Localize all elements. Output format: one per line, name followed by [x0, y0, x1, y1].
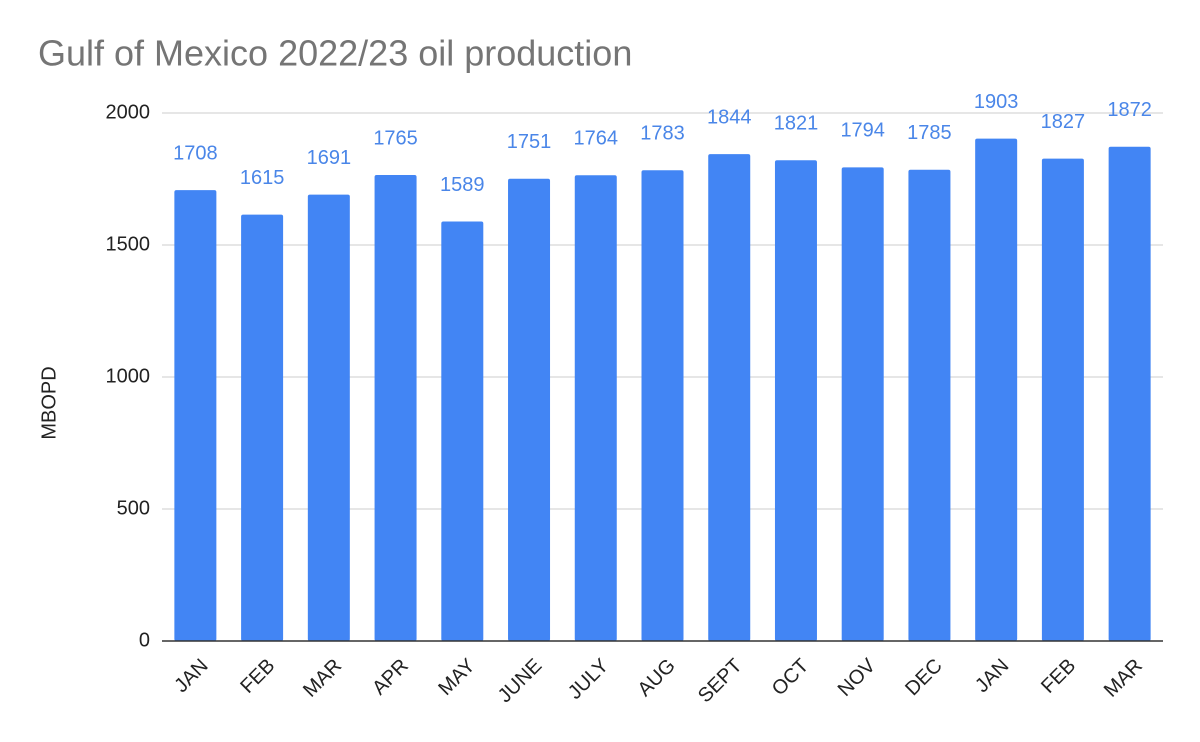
- x-tick-label: DEC: [901, 655, 946, 700]
- value-label: 1691: [307, 147, 352, 169]
- bar: [774, 160, 817, 642]
- bar: [508, 178, 551, 641]
- bar: [307, 194, 350, 642]
- x-tick-label: SEPT: [694, 655, 747, 708]
- bar: [241, 214, 284, 641]
- value-label: 1751: [507, 131, 552, 153]
- bar: [708, 154, 751, 641]
- x-tick-label: NOV: [834, 654, 881, 701]
- bar: [174, 190, 217, 641]
- bar: [841, 167, 884, 641]
- y-tick-label: 0: [139, 629, 150, 651]
- bar: [574, 175, 617, 641]
- x-tick-label: JUNE: [494, 655, 546, 707]
- value-label: 1765: [373, 127, 418, 149]
- x-tick-label: FEB: [1037, 655, 1080, 698]
- x-tick-label: MAY: [434, 655, 479, 700]
- value-label: 1764: [574, 128, 619, 150]
- x-tick-label: MAR: [1100, 655, 1147, 702]
- value-label: 1827: [1041, 111, 1086, 133]
- value-label: 1903: [974, 91, 1019, 113]
- value-label: 1821: [774, 113, 819, 135]
- value-label: 1844: [707, 106, 752, 128]
- bar: [908, 169, 951, 641]
- chart-title: Gulf of Mexico 2022/23 oil production: [38, 33, 632, 74]
- bar: [641, 170, 684, 641]
- x-tick-label: FEB: [236, 655, 279, 698]
- bar: [374, 175, 417, 642]
- y-axis-label: MBOPD: [38, 366, 60, 439]
- y-tick-label: 1500: [106, 233, 151, 255]
- y-tick-label: 2000: [106, 101, 151, 123]
- value-label: 1615: [240, 167, 285, 189]
- value-label: 1794: [840, 120, 885, 142]
- x-tick-label: APR: [368, 655, 413, 700]
- x-tick-label: JULY: [564, 655, 613, 704]
- value-label: 1783: [640, 123, 685, 145]
- x-tick-label: JAN: [170, 655, 212, 697]
- x-tick-label: MAR: [299, 655, 346, 702]
- bar: [1041, 158, 1084, 641]
- value-label: 1785: [907, 122, 952, 144]
- bar: [441, 221, 484, 641]
- value-label: 1708: [173, 142, 218, 164]
- value-label: 1872: [1107, 99, 1152, 121]
- x-tick-label: JAN: [971, 655, 1013, 697]
- value-label: 1589: [440, 174, 485, 196]
- bar: [975, 138, 1018, 641]
- bar: [1108, 146, 1151, 642]
- x-tick-label: OCT: [768, 655, 813, 700]
- x-tick-label: AUG: [634, 655, 680, 701]
- y-tick-label: 500: [117, 497, 150, 519]
- y-tick-label: 1000: [106, 365, 151, 387]
